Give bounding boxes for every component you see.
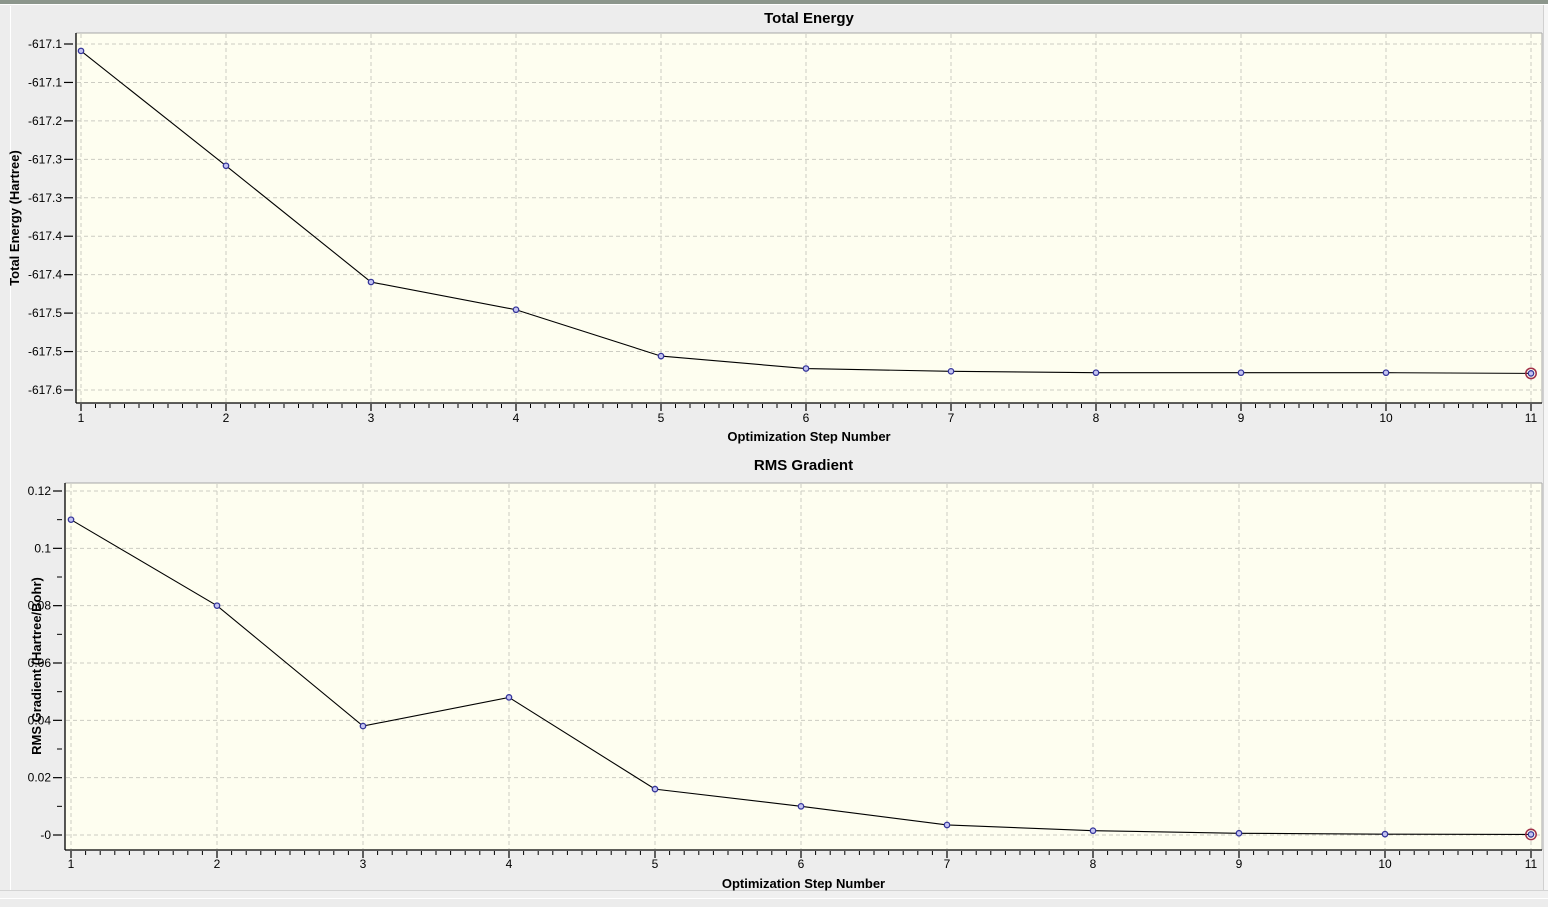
svg-text:6: 6 [798,857,805,871]
svg-text:0.12: 0.12 [28,484,52,498]
data-point-step-3[interactable] [359,722,367,730]
data-point-step-11[interactable] [1527,831,1535,838]
svg-text:7: 7 [948,411,955,425]
svg-text:-617.1: -617.1 [28,37,62,51]
svg-text:0.04: 0.04 [28,713,52,727]
svg-text:8: 8 [1093,411,1100,425]
y-tick-labels: -617.1 -617.1 -617.2 -617.3 -617.3 -617.4 -617… [28,37,73,397]
svg-text:-617.3: -617.3 [28,152,62,166]
data-point-step-3[interactable] [367,278,375,286]
window-bottom-edge [0,890,1548,907]
svg-text:-617.2: -617.2 [28,114,62,128]
svg-text:10: 10 [1379,411,1393,425]
svg-text:8: 8 [1090,857,1097,871]
svg-text:-617.4: -617.4 [28,229,62,243]
total-energy-title: Total Energy [764,10,854,27]
svg-text:0.1: 0.1 [34,541,51,555]
svg-text:5: 5 [652,857,659,871]
svg-text:3: 3 [368,411,375,425]
svg-text:5: 5 [658,411,665,425]
svg-text:10: 10 [1378,857,1392,871]
svg-text:1: 1 [68,857,75,871]
svg-text:0.06: 0.06 [28,656,52,670]
svg-text:2: 2 [223,411,230,425]
window-top-edge [0,0,1548,5]
data-point-step-8[interactable] [1092,369,1100,377]
svg-text:6: 6 [803,411,810,425]
svg-text:-617.5: -617.5 [28,306,62,320]
data-point-step-10[interactable] [1381,830,1389,838]
data-point-step-6[interactable] [797,802,805,810]
svg-text:9: 9 [1238,411,1245,425]
data-point-step-5[interactable] [651,785,659,793]
data-point-step-7[interactable] [947,367,955,375]
svg-text:9: 9 [1236,857,1243,871]
rms-gradient-y-axis-label: RMS Gradient (Hartree/Bohr) [29,577,44,755]
svg-text:-617.4: -617.4 [28,268,62,282]
svg-text:-617.3: -617.3 [28,191,62,205]
data-point-step-9[interactable] [1235,829,1243,837]
total-energy-plot-area[interactable] [76,33,1542,403]
grid-lines [66,484,1541,849]
svg-text:2: 2 [214,857,221,871]
svg-text:7: 7 [944,857,951,871]
rms-gradient-x-axis-label: Optimization Step Number [721,876,886,891]
data-point-step-2[interactable] [213,602,221,610]
svg-text:1: 1 [78,411,85,425]
data-point-step-2[interactable] [222,162,230,170]
x-tick-labels: 1 2 3 4 5 6 7 8 9 10 11 [68,851,1538,871]
data-point-step-9[interactable] [1237,369,1245,377]
data-point-step-7[interactable] [943,821,951,829]
svg-text:-0: -0 [40,828,51,842]
highlighted-point-ring [1525,367,1537,380]
data-point-step-5[interactable] [657,352,665,360]
grid-lines [77,34,1541,402]
data-point-step-8[interactable] [1089,827,1097,835]
x-tick-labels: 1 2 3 4 5 6 7 8 9 10 11 [78,404,1538,425]
svg-text:-617.6: -617.6 [28,383,62,397]
total-energy-y-axis-label: Total Energy (Hartree) [7,150,22,286]
rms-gradient-plot-area[interactable] [65,483,1542,850]
axes [75,32,1543,404]
axes [64,482,1543,851]
total-energy-x-axis-label: Optimization Step Number [727,429,891,444]
svg-text:3: 3 [360,857,367,871]
svg-text:4: 4 [506,857,513,871]
svg-text:11: 11 [1525,411,1538,425]
data-points [67,516,1537,841]
rms-gradient-title: RMS Gradient [753,457,854,474]
svg-text:4: 4 [513,411,520,425]
highlighted-point-ring [1525,828,1537,841]
panel-left-highlight [10,6,11,890]
data-point-step-1[interactable] [67,516,75,524]
panel-right-edge [1543,5,1548,905]
svg-text:-617.1: -617.1 [28,75,62,89]
data-point-step-4[interactable] [512,306,520,314]
data-point-step-4[interactable] [505,694,513,701]
data-points [77,47,1537,380]
svg-text:0.02: 0.02 [28,771,52,785]
data-point-step-6[interactable] [802,365,810,372]
data-point-step-11[interactable] [1527,370,1535,377]
y-tick-labels: 0.12 0.1 0.08 0.06 0.04 0.02 -0 [28,484,62,842]
svg-text:-617.5: -617.5 [28,345,62,359]
data-point-step-10[interactable] [1382,369,1390,377]
data-point-step-1[interactable] [77,47,85,55]
svg-text:11: 11 [1525,857,1538,871]
svg-text:0.08: 0.08 [28,599,52,613]
